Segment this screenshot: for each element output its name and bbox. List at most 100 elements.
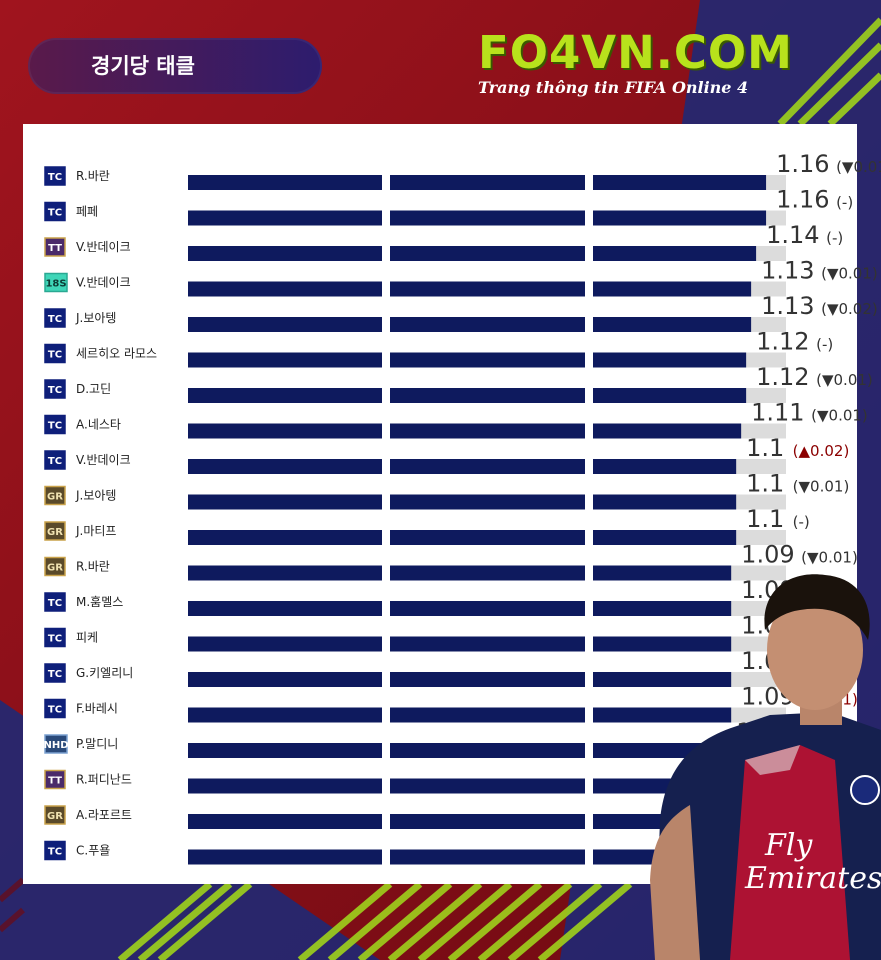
logo-subtitle: Trang thông tin FIFA Online 4 [478, 78, 749, 97]
season-badge [44, 521, 66, 541]
player-name: P.말디니 [76, 737, 118, 751]
season-badge-label: TC [48, 385, 62, 396]
bar-gap [382, 600, 390, 617]
bar-gap [585, 600, 593, 617]
player-name: R.바란 [76, 560, 110, 574]
season-badge [44, 627, 66, 648]
bar [188, 459, 737, 474]
bar-row: TC V.반데이크 1.1 (▲0.02) [44, 434, 849, 475]
bar [188, 210, 767, 226]
value-label: 1.08 [736, 718, 789, 746]
bar-row: TC A.네스타 1.11 (▼0.01) [44, 399, 868, 440]
bar [188, 672, 732, 687]
bar [188, 423, 742, 439]
value-label: 1.08 [736, 825, 789, 853]
bar-gap [585, 671, 593, 688]
season-badge-label: TC [48, 208, 62, 219]
bar [188, 530, 737, 545]
bar-gap [382, 174, 390, 191]
chart-title: 경기당 태클 [91, 54, 195, 78]
season-badge [44, 308, 66, 328]
season-badge [44, 556, 66, 577]
bar-gap [382, 777, 390, 795]
player-name: A.라포르트 [76, 808, 132, 822]
bar-gap [585, 635, 593, 653]
bar-gap [382, 458, 390, 475]
bar-row: GR J.보아텡 1.1 (▼0.01) [44, 470, 850, 511]
season-badge [44, 272, 68, 293]
change-label: (▼0.01) [836, 158, 881, 176]
bar-gap [382, 387, 390, 404]
bar [188, 388, 747, 403]
bar-row: TC D.고딘 1.12 (▼0.01) [44, 363, 873, 404]
season-badge-label: TC [48, 705, 62, 716]
bar-gap [382, 848, 390, 866]
value-label: 1.08 [736, 789, 789, 817]
season-badge [44, 663, 66, 683]
bar-gap [382, 209, 390, 227]
change-label: (-) [836, 194, 853, 212]
bar [188, 636, 732, 652]
season-badge [44, 237, 66, 257]
player-name: J.마티프 [75, 524, 116, 538]
bar-gap [382, 635, 390, 653]
player-name: R.퍼디난드 [76, 773, 132, 787]
bar-gap [585, 777, 593, 795]
change-label: (▼0.01) [793, 478, 850, 496]
value-label: 1.16 [776, 150, 829, 178]
season-badge-label: TC [48, 421, 62, 432]
value-label: 1.1 [746, 470, 784, 498]
value-label: 1.09 [741, 541, 794, 569]
value-label: 1.08 [736, 754, 789, 782]
bar-gap [585, 529, 593, 546]
bar-row: TC J.보아텡 1.13 (▼0.02) [44, 292, 878, 333]
season-badge-label: GR [47, 811, 63, 822]
bar-gap [382, 351, 390, 369]
bar-row: TC C.푸욜 1.08 (▲0.01) [44, 825, 853, 866]
bar-row: GR A.라포르트 1.08 (▼0.02) [44, 789, 853, 830]
player-name: 피케 [76, 631, 98, 645]
value-label: 1.09 [741, 683, 794, 711]
bar [188, 707, 732, 723]
bar-gap [585, 174, 593, 191]
player-name: J.보아텡 [75, 489, 116, 503]
value-label: 1.12 [756, 363, 809, 391]
bar [188, 494, 737, 510]
bar-row: TC 페페 1.16 (-) [44, 186, 853, 227]
change-label: (▼0.01) [796, 762, 853, 780]
change-label: (-) [816, 336, 833, 354]
bar-row: GR J.마티프 1.1 (-) [44, 505, 810, 546]
bar-gap [585, 209, 593, 227]
season-badge [44, 485, 66, 506]
value-label: 1.1 [746, 434, 784, 462]
bar-gap [585, 280, 593, 298]
player-name: C.푸욜 [76, 844, 110, 858]
season-badge-label: GR [47, 563, 63, 574]
season-badge [44, 343, 66, 364]
season-badge [44, 805, 66, 825]
bar-row: TC M.훔멜스 1.09 (▼0.02) [44, 576, 858, 617]
bar-gap [585, 387, 593, 404]
bar-gap [585, 742, 593, 759]
change-label: (▼0.01) [816, 371, 873, 389]
player-name: A.네스타 [76, 418, 121, 432]
season-badge-label: TC [48, 350, 62, 361]
bar-row: GR R.바란 1.09 (▼0.01) [44, 541, 858, 582]
season-badge-label: TC [48, 456, 62, 467]
bar-gap [585, 422, 593, 440]
change-label: (▲0.01) [801, 691, 858, 709]
change-label: (-) [801, 620, 818, 638]
bar-gap [382, 742, 390, 759]
player-name: V.반데이크 [76, 240, 131, 254]
value-label: 1.11 [751, 399, 804, 427]
site-logo: FO4VN.COM Trang thông tin FIFA Online 4 [478, 28, 792, 98]
bar [188, 743, 727, 758]
bar-row: TC G.키엘리니 1.09 (▼0.01) [44, 647, 858, 688]
player-name: J.보아텡 [75, 311, 116, 325]
player-name: 페페 [76, 205, 98, 219]
bar-gap [382, 280, 390, 298]
value-label: 1.13 [761, 257, 814, 285]
bar-gap [585, 245, 593, 262]
season-badge-label: TC [48, 172, 62, 183]
change-label: (▼0.02) [821, 300, 878, 318]
